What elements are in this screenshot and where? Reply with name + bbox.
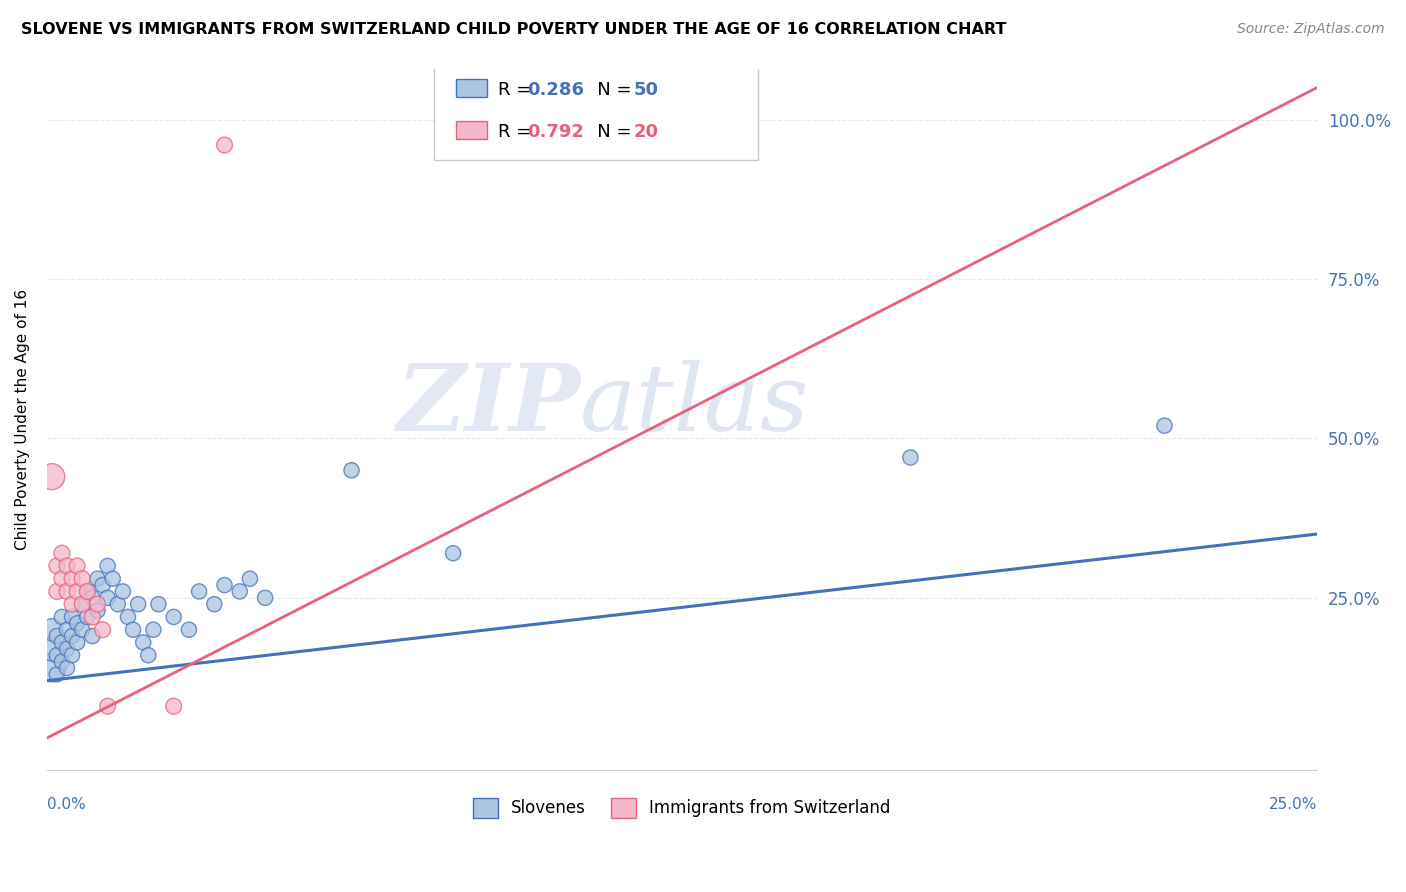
Text: 50: 50 <box>634 81 658 99</box>
Slovenes <box>60 629 83 643</box>
Text: R =: R = <box>498 81 537 99</box>
Slovenes <box>214 578 236 592</box>
Text: 0.0%: 0.0% <box>46 797 86 812</box>
Slovenes <box>101 572 124 586</box>
Slovenes <box>136 648 159 663</box>
Slovenes <box>41 641 63 656</box>
Slovenes <box>97 591 120 605</box>
Slovenes <box>51 635 73 649</box>
Immigrants from Switzerland <box>60 597 83 611</box>
Slovenes <box>82 629 104 643</box>
Slovenes <box>86 603 108 617</box>
Text: 20: 20 <box>634 123 658 141</box>
Immigrants from Switzerland <box>51 546 73 560</box>
Slovenes <box>66 635 89 649</box>
Slovenes <box>45 629 67 643</box>
Slovenes <box>188 584 211 599</box>
Text: 0.792: 0.792 <box>527 123 583 141</box>
Immigrants from Switzerland <box>45 558 67 573</box>
Immigrants from Switzerland <box>97 699 120 714</box>
Immigrants from Switzerland <box>76 584 98 599</box>
Immigrants from Switzerland <box>66 558 89 573</box>
Text: Source: ZipAtlas.com: Source: ZipAtlas.com <box>1237 22 1385 37</box>
Slovenes <box>111 584 134 599</box>
Slovenes <box>142 623 165 637</box>
Slovenes <box>70 623 93 637</box>
Slovenes <box>900 450 922 465</box>
Slovenes <box>56 623 79 637</box>
Slovenes <box>76 610 98 624</box>
Immigrants from Switzerland <box>70 597 93 611</box>
Immigrants from Switzerland <box>60 572 83 586</box>
Legend: Slovenes, Immigrants from Switzerland: Slovenes, Immigrants from Switzerland <box>467 791 897 825</box>
Immigrants from Switzerland <box>214 138 236 153</box>
Slovenes <box>41 623 63 637</box>
Slovenes <box>51 610 73 624</box>
Slovenes <box>86 572 108 586</box>
Slovenes <box>97 558 120 573</box>
Immigrants from Switzerland <box>163 699 186 714</box>
Immigrants from Switzerland <box>45 584 67 599</box>
Text: R =: R = <box>498 123 537 141</box>
Text: 25.0%: 25.0% <box>1268 797 1317 812</box>
Text: atlas: atlas <box>581 360 810 450</box>
Slovenes <box>1153 418 1175 433</box>
Slovenes <box>127 597 149 611</box>
Slovenes <box>340 463 363 477</box>
Slovenes <box>107 597 129 611</box>
FancyBboxPatch shape <box>434 65 758 160</box>
Immigrants from Switzerland <box>66 584 89 599</box>
Slovenes <box>82 591 104 605</box>
Immigrants from Switzerland <box>70 572 93 586</box>
Slovenes <box>60 648 83 663</box>
Slovenes <box>441 546 464 560</box>
Slovenes <box>41 661 63 675</box>
Slovenes <box>45 667 67 681</box>
Slovenes <box>60 610 83 624</box>
Immigrants from Switzerland <box>56 558 79 573</box>
Immigrants from Switzerland <box>51 572 73 586</box>
Text: N =: N = <box>581 123 637 141</box>
Slovenes <box>177 623 200 637</box>
Slovenes <box>76 584 98 599</box>
Immigrants from Switzerland <box>91 623 114 637</box>
Immigrants from Switzerland <box>86 597 108 611</box>
FancyBboxPatch shape <box>456 79 488 96</box>
Slovenes <box>254 591 277 605</box>
Slovenes <box>91 578 114 592</box>
Slovenes <box>117 610 139 624</box>
FancyBboxPatch shape <box>456 121 488 138</box>
Slovenes <box>239 572 262 586</box>
Slovenes <box>56 661 79 675</box>
Slovenes <box>122 623 145 637</box>
Slovenes <box>51 655 73 669</box>
Slovenes <box>148 597 170 611</box>
Immigrants from Switzerland <box>56 584 79 599</box>
Y-axis label: Child Poverty Under the Age of 16: Child Poverty Under the Age of 16 <box>15 289 30 549</box>
Text: ZIP: ZIP <box>396 360 581 450</box>
Slovenes <box>66 616 89 631</box>
Immigrants from Switzerland <box>82 610 104 624</box>
Text: 0.286: 0.286 <box>527 81 583 99</box>
Immigrants from Switzerland <box>41 469 63 483</box>
Slovenes <box>132 635 155 649</box>
Slovenes <box>70 597 93 611</box>
Slovenes <box>163 610 186 624</box>
Slovenes <box>45 648 67 663</box>
Slovenes <box>56 641 79 656</box>
Slovenes <box>202 597 225 611</box>
Slovenes <box>229 584 252 599</box>
Text: N =: N = <box>581 81 637 99</box>
Text: SLOVENE VS IMMIGRANTS FROM SWITZERLAND CHILD POVERTY UNDER THE AGE OF 16 CORRELA: SLOVENE VS IMMIGRANTS FROM SWITZERLAND C… <box>21 22 1007 37</box>
